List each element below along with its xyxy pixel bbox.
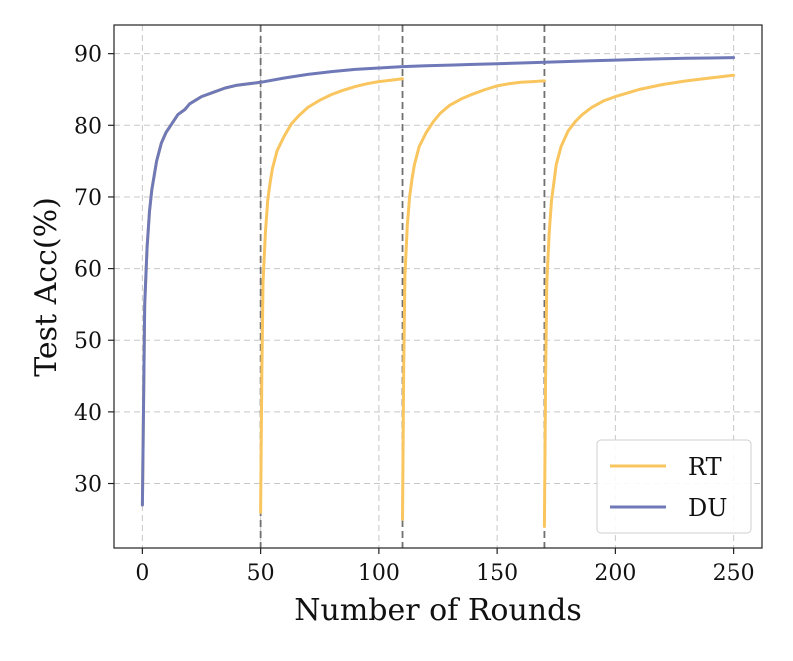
- y-tick-label-0: 30: [74, 473, 102, 498]
- legend-label-rt: RT: [688, 453, 722, 481]
- series-du-segment-0: [140, 56, 736, 507]
- plot-frame: [113, 24, 763, 549]
- x-axis-label: Number of Rounds: [294, 593, 581, 628]
- y-tick-label-4: 70: [74, 186, 102, 211]
- series-rt-segment-3: [542, 73, 736, 528]
- x-tick-label-5: 250: [713, 561, 755, 586]
- legend: RT DU: [596, 439, 752, 534]
- x-tick-label-2: 100: [358, 561, 400, 586]
- x-tick-label-0: 0: [135, 561, 149, 586]
- series-rt-segment-2: [401, 79, 546, 521]
- series-rt-segment-1: [259, 77, 404, 514]
- y-tick-label-3: 60: [74, 258, 102, 283]
- x-tick-label-3: 150: [476, 561, 518, 586]
- y-tick-label-1: 40: [74, 401, 102, 426]
- legend-box: [596, 439, 752, 534]
- y-axis-label: Test Acc(%): [29, 197, 64, 377]
- series-layer: [140, 56, 736, 528]
- x-ticks: 0 50 100 150 200 250: [135, 548, 755, 586]
- y-ticks: 30 40 50 60 70 80 90: [74, 43, 114, 498]
- y-tick-label-6: 90: [74, 43, 102, 68]
- y-tick-label-5: 80: [74, 114, 102, 139]
- legend-label-du: DU: [688, 494, 727, 522]
- x-tick-label-1: 50: [247, 561, 275, 586]
- y-tick-label-2: 50: [74, 329, 102, 354]
- x-tick-label-4: 200: [594, 561, 636, 586]
